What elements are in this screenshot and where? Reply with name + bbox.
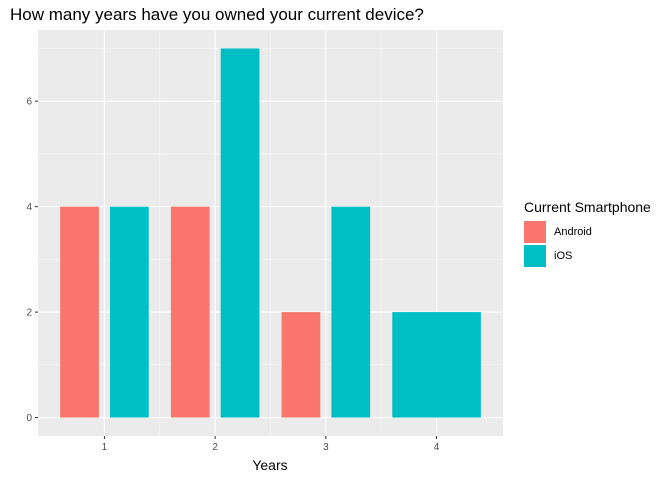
x-tick-label: 2: [212, 442, 218, 453]
bar-ios-2: [220, 48, 260, 418]
bar-ios-3: [331, 206, 371, 418]
x-tick-label: 3: [323, 442, 329, 453]
bar-android-2: [170, 206, 210, 418]
x-axis-title: Years: [252, 457, 287, 473]
x-tick-label: 1: [102, 442, 108, 453]
bar-ios-4: [392, 312, 481, 418]
legend-label-ios: iOS: [554, 250, 573, 262]
chart-title: How many years have you owned your curre…: [10, 5, 424, 24]
bar-android-3: [281, 312, 321, 418]
bars: [60, 48, 481, 418]
legend-key-ios: [524, 245, 546, 267]
legend-item-android: Android: [524, 220, 651, 244]
x-axis: 1 2 3 4: [102, 436, 440, 453]
x-tick-label: 4: [434, 442, 440, 453]
y-tick-label: 0: [26, 413, 32, 424]
bar-android-1: [60, 206, 99, 418]
bar-ios-1: [109, 206, 149, 418]
legend-item-ios: iOS: [524, 244, 651, 268]
y-tick-label: 2: [26, 308, 32, 319]
y-axis: 0 2 4 6: [26, 97, 38, 424]
legend-label-android: Android: [554, 226, 592, 238]
legend-key-android: [524, 221, 546, 243]
y-tick-label: 4: [26, 202, 32, 213]
legend: Current Smartphone Android iOS: [524, 199, 651, 268]
y-tick-label: 6: [26, 97, 32, 108]
legend-title: Current Smartphone: [524, 199, 651, 215]
